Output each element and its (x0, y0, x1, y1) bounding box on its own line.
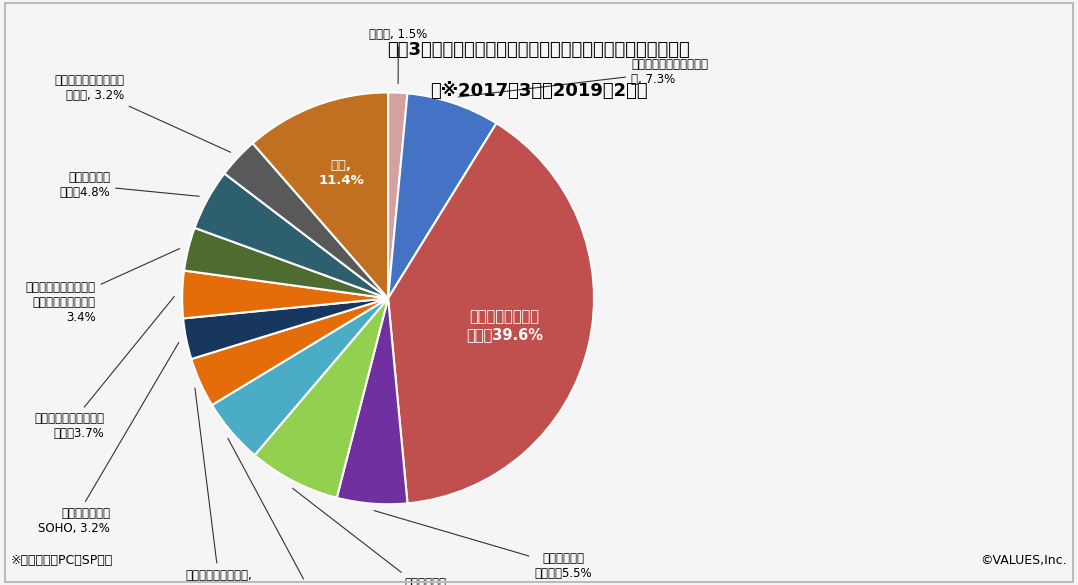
Wedge shape (183, 298, 388, 359)
Text: （※2017年3月〜2019年2月）: （※2017年3月〜2019年2月） (430, 82, 648, 100)
Text: ※デバイス：PC・SP合算: ※デバイス：PC・SP合算 (11, 555, 113, 567)
Text: 【図3】「ビジネスマナー」検索者のユーザー属性（職業別）: 【図3】「ビジネスマナー」検索者のユーザー属性（職業別） (388, 41, 690, 59)
Text: 自営業（商工・サービ
ス），3.7%: 自営業（商工・サービ ス），3.7% (33, 297, 175, 440)
Wedge shape (254, 298, 388, 498)
Wedge shape (182, 270, 388, 318)
Wedge shape (212, 298, 388, 455)
Text: 会社勤務（一般社
員），39.6%: 会社勤務（一般社 員），39.6% (466, 309, 543, 342)
Text: フリーランス・
SOHO, 3.2%: フリーランス・ SOHO, 3.2% (38, 343, 179, 535)
Text: 専門職（弁護士・税理
士等・医療関連），
3.4%: 専門職（弁護士・税理 士等・医療関連）， 3.4% (26, 249, 180, 324)
Wedge shape (388, 92, 407, 298)
Wedge shape (336, 298, 407, 504)
Wedge shape (191, 298, 388, 405)
Text: 派遣社員・契約社員,
3.9%: 派遣社員・契約社員, 3.9% (185, 388, 252, 585)
Text: 専業主婦（主
夫），4.8%: 専業主婦（主 夫），4.8% (59, 171, 199, 199)
Wedge shape (184, 228, 388, 298)
Text: 無職・定年退職・家事
手伝い, 3.2%: 無職・定年退職・家事 手伝い, 3.2% (55, 74, 231, 152)
Text: 会社勤務（管
理職），5.5%: 会社勤務（管 理職），5.5% (374, 511, 592, 580)
Text: パート・アル
バイト, 7.2%: パート・アル バイト, 7.2% (292, 488, 454, 585)
Wedge shape (388, 123, 594, 503)
Text: 公務員・教職員・団体職
員, 7.3%: 公務員・教職員・団体職 員, 7.3% (458, 58, 708, 97)
Wedge shape (388, 94, 496, 298)
Wedge shape (224, 143, 388, 298)
Text: 会社経営, 5.1%: 会社経営, 5.1% (227, 438, 343, 585)
Wedge shape (252, 92, 388, 298)
Text: ©VALUES,Inc.: ©VALUES,Inc. (981, 555, 1067, 567)
Text: その他, 1.5%: その他, 1.5% (370, 28, 428, 84)
Text: 学生,
11.4%: 学生, 11.4% (318, 159, 364, 187)
Wedge shape (195, 174, 388, 298)
